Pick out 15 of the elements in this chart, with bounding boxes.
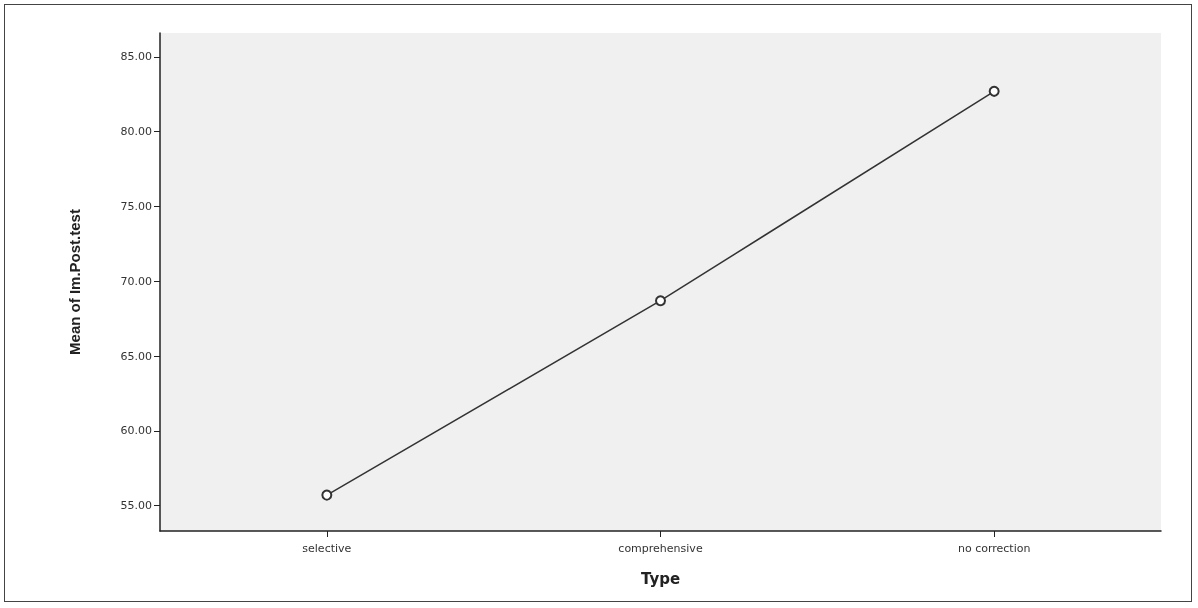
y-tick-label: 80.00 [120,125,152,139]
x-tick-label: selective [302,542,352,555]
y-tick-label: 60.00 [120,424,152,438]
y-tick-label: 75.00 [120,199,152,213]
y-tick-label: 65.00 [120,349,152,363]
y-tick-label: 85.00 [120,50,152,64]
x-tick-label: comprehensive [618,542,703,555]
x-tick-label: no correction [957,542,1031,555]
point [321,489,333,501]
point [988,85,1000,97]
x-axis-title: Type [640,569,681,588]
y-tick-label: 55.00 [120,499,152,513]
y-axis-title: Mean of Im.Post.test [66,209,83,355]
y-tick-label: 70.00 [120,274,152,288]
point [655,295,666,307]
